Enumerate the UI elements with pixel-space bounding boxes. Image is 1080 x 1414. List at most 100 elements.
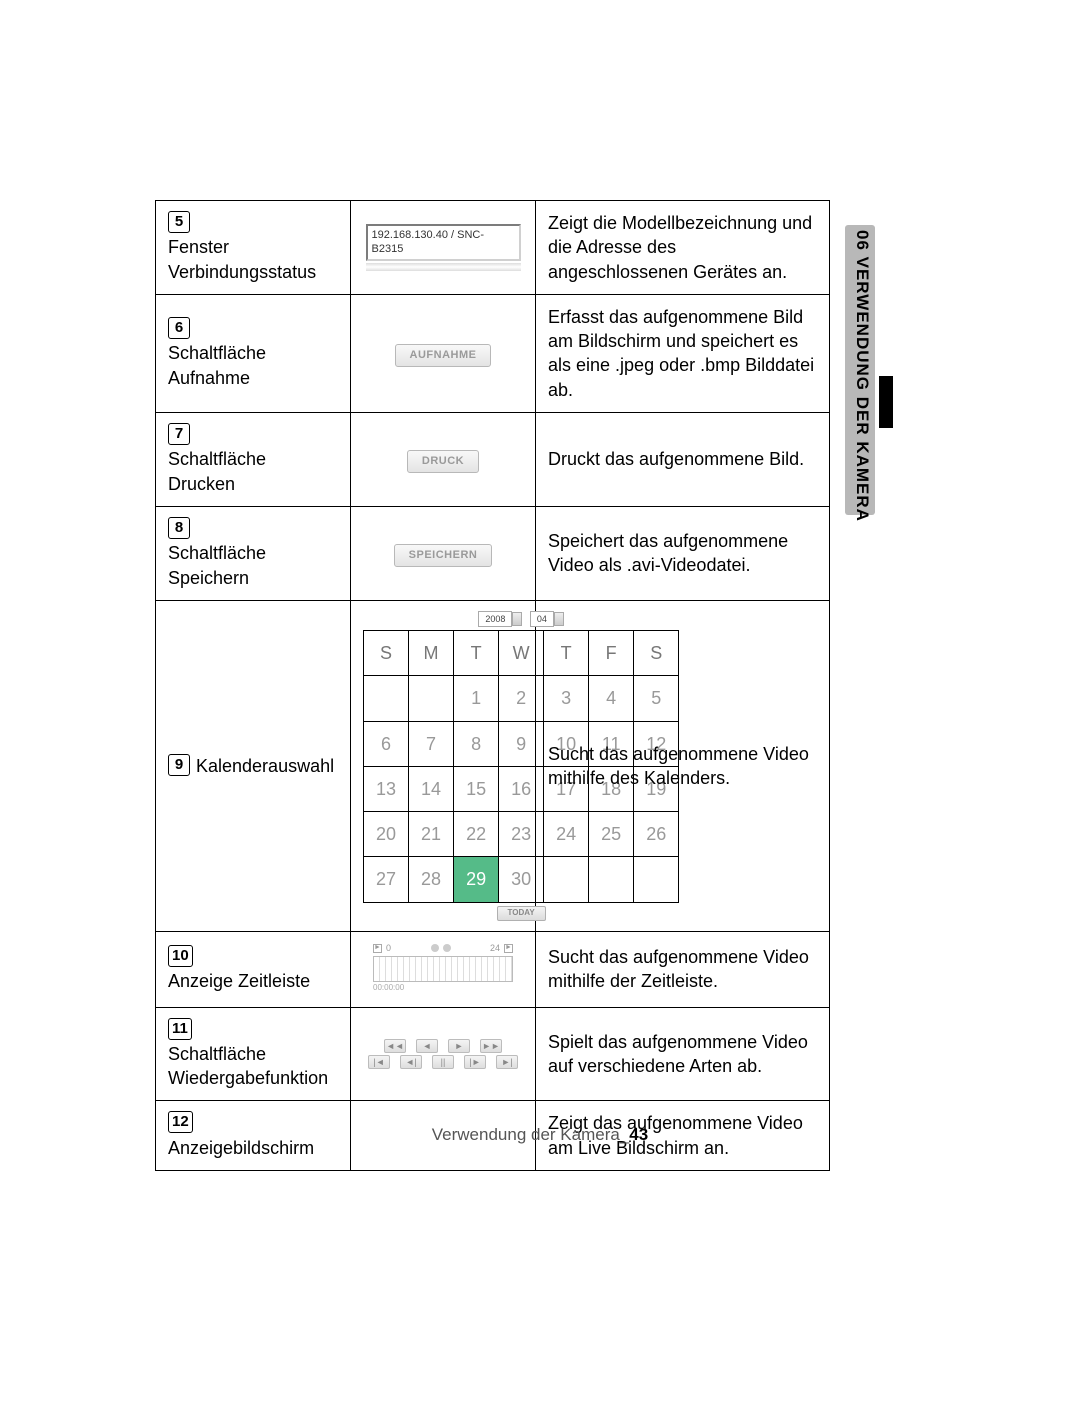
table-row: 5Fenster Verbindungsstatus 192.168.130.4… [156,201,830,295]
connection-status-bar [366,263,521,271]
ref-description: Erfasst das aufgenommene Bild am Bildsch… [536,294,830,412]
capture-button[interactable]: AUFNAHME [395,344,492,367]
timeline-prev-icon[interactable]: ► [373,944,382,953]
connection-status-value: 192.168.130.40 / SNC-B2315 [366,224,521,262]
step-back-button[interactable]: ◄| [400,1055,422,1069]
calendar-dow: M [409,631,454,676]
ref-label: Schaltfläche Aufnahme [168,341,318,390]
year-spinner-icon[interactable] [512,612,522,626]
calendar-dow: T [544,631,589,676]
calendar-day [589,857,634,902]
calendar-day [364,676,409,721]
calendar-day[interactable]: 27 [364,857,409,902]
step-forward-button[interactable]: |► [464,1055,486,1069]
calendar-day[interactable]: 2 [499,676,544,721]
timeline-start: 0 [386,942,391,954]
calendar-month[interactable]: 04 [530,611,554,627]
timeline-dot-icon [431,944,439,952]
calendar-day[interactable]: 14 [409,766,454,811]
playback-widget: ◄◄◄►►► |◄◄||||►►| [368,1037,518,1071]
table-row: 9Kalenderauswahl 2008 04 SMTWTFS12345678… [156,600,830,931]
calendar-dow: S [634,631,679,676]
calendar-day[interactable]: 22 [454,812,499,857]
calendar-dow: T [454,631,499,676]
ref-label: Schaltfläche Drucken [168,447,318,496]
reference-table: 5Fenster Verbindungsstatus 192.168.130.4… [155,200,830,1171]
calendar-day[interactable]: 3 [544,676,589,721]
ref-label: Schaltfläche Wiedergabefunktion [168,1042,318,1091]
ref-label: Fenster Verbindungsstatus [168,235,318,284]
calendar-day [409,676,454,721]
calendar-day[interactable]: 4 [589,676,634,721]
timeline-scale[interactable] [373,956,513,982]
skip-end-button[interactable]: ►| [496,1055,518,1069]
reference-table-container: 5Fenster Verbindungsstatus 192.168.130.4… [155,200,830,1171]
pause-button[interactable]: || [432,1055,454,1069]
side-tab-label: 06 VERWENDUNG DER KAMERA [848,230,872,522]
table-row: 6Schaltfläche Aufnahme AUFNAHME Erfasst … [156,294,830,412]
month-dropdown-icon[interactable] [554,612,564,626]
play-reverse-button[interactable]: ◄ [416,1039,438,1053]
calendar-day[interactable]: 25 [589,812,634,857]
table-row: 11Schaltfläche Wiedergabefunktion ◄◄◄►►►… [156,1007,830,1101]
ref-description: Speichert das aufgenommene Video als .av… [536,506,830,600]
calendar-day[interactable]: 1 [454,676,499,721]
calendar-day[interactable]: 15 [454,766,499,811]
calendar-day[interactable]: 26 [634,812,679,857]
calendar-day[interactable]: 16 [499,766,544,811]
ref-number: 5 [168,211,190,233]
footer-text: Verwendung der Kamera_ [432,1125,630,1144]
calendar-day[interactable]: 30 [499,857,544,902]
calendar-day[interactable]: 6 [364,721,409,766]
calendar-dow: W [499,631,544,676]
save-button[interactable]: SPEICHERN [394,544,493,567]
play-button[interactable]: ► [448,1039,470,1053]
calendar-day[interactable]: 13 [364,766,409,811]
ref-label: Anzeige Zeitleiste [168,969,310,993]
skip-start-button[interactable]: |◄ [368,1055,390,1069]
table-row: 7Schaltfläche Drucken DRUCK Druckt das a… [156,413,830,507]
timeline-next-icon[interactable]: ► [504,944,513,953]
calendar-dow: S [364,631,409,676]
calendar-day [544,857,589,902]
calendar-year[interactable]: 2008 [478,611,512,627]
timeline-widget[interactable]: ► 0 24 ► 00:00:00 [373,942,513,994]
calendar-day[interactable]: 24 [544,812,589,857]
table-row: 10Anzeige Zeitleiste ► 0 24 ► 00:00:00 S… [156,932,830,1007]
ref-label: Kalenderauswahl [196,754,334,778]
timeline-end: 24 [490,942,500,954]
calendar-day[interactable]: 20 [364,812,409,857]
calendar-day[interactable]: 5 [634,676,679,721]
ref-number: 6 [168,317,190,339]
table-row: 8Schaltfläche Speichern SPEICHERN Speich… [156,506,830,600]
ref-number: 9 [168,754,190,776]
ref-description: Zeigt die Modellbezeichnung und die Adre… [536,201,830,295]
ref-number: 10 [168,945,193,967]
ref-number: 7 [168,423,190,445]
calendar-day[interactable]: 28 [409,857,454,902]
ref-label: Schaltfläche Speichern [168,541,318,590]
page-number: 43 [629,1125,648,1144]
calendar-day[interactable]: 8 [454,721,499,766]
page-footer: Verwendung der Kamera_43 [0,1125,1080,1145]
ref-number: 11 [168,1018,192,1040]
ref-description: Spielt das aufgenommene Video auf versch… [536,1007,830,1101]
ref-number: 8 [168,517,190,539]
calendar-day[interactable]: 23 [499,812,544,857]
print-button[interactable]: DRUCK [407,450,479,473]
timeline-time: 00:00:00 [373,983,513,994]
ref-description: Sucht das aufgenommene Video mithilfe de… [536,932,830,1007]
calendar-day[interactable]: 21 [409,812,454,857]
ref-description: Druckt das aufgenommene Bild. [536,413,830,507]
calendar-day[interactable]: 29 [454,857,499,902]
fast-forward-button[interactable]: ►► [480,1039,502,1053]
calendar-today-button[interactable]: TODAY [497,906,546,921]
calendar-day[interactable]: 9 [499,721,544,766]
calendar-day[interactable]: 7 [409,721,454,766]
timeline-dot-icon [443,944,451,952]
calendar-dow: F [589,631,634,676]
side-page-marker [879,376,893,428]
connection-status-widget: 192.168.130.40 / SNC-B2315 [366,224,521,272]
rewind-button[interactable]: ◄◄ [384,1039,406,1053]
calendar-day [634,857,679,902]
